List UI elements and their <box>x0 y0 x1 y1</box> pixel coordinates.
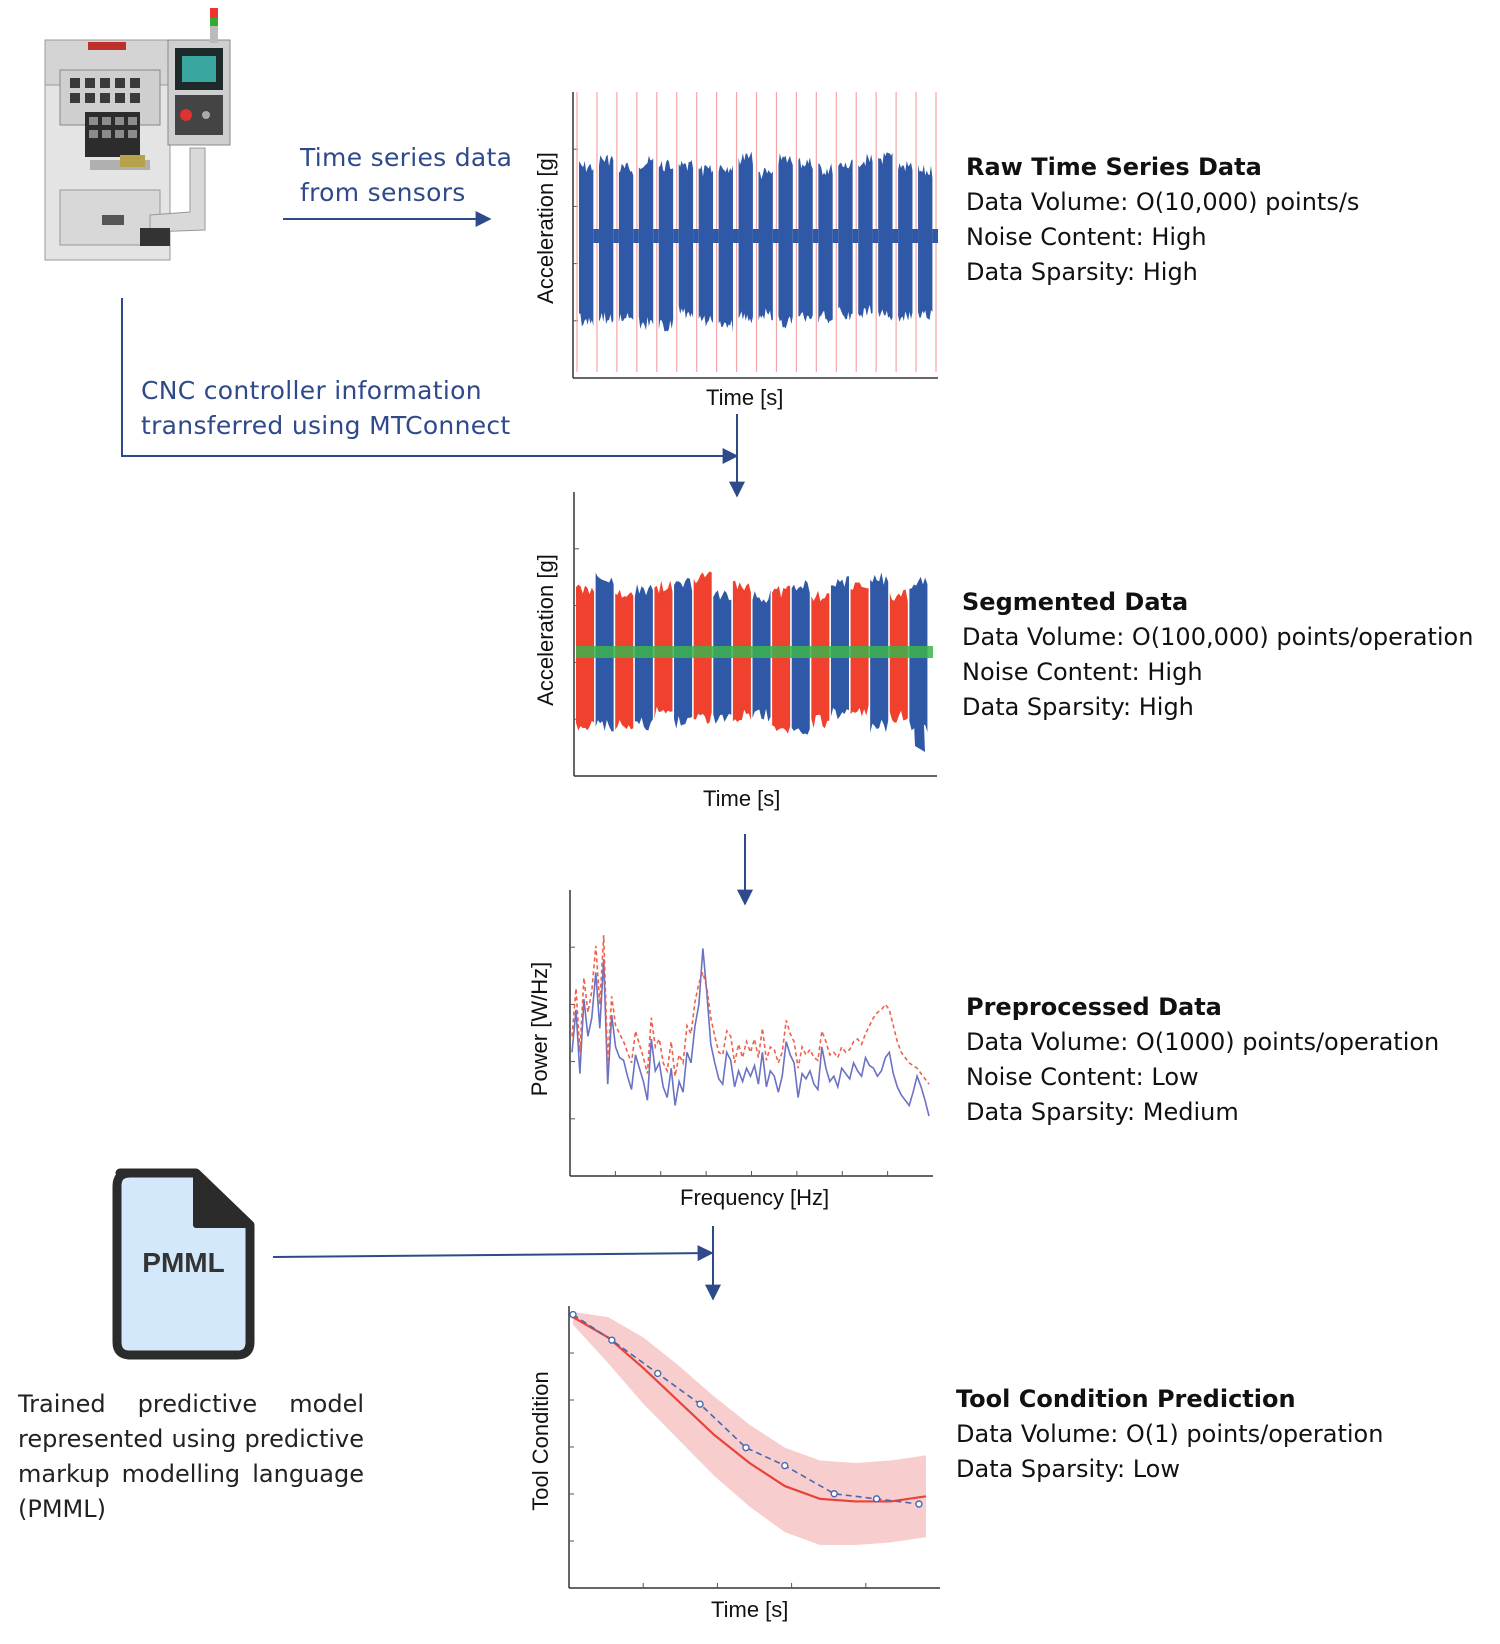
signal-burst <box>758 167 773 321</box>
signal-baseline <box>752 229 759 243</box>
segmented-data-title: Segmented Data <box>962 588 1189 616</box>
signal-baseline <box>633 229 639 243</box>
preprocessed-data-volume: Data Volume: O(1000) points/operation <box>966 1028 1440 1056</box>
spectrum-solid-line <box>571 948 930 1117</box>
observed-point <box>654 1369 662 1378</box>
preprocessed-data-title: Preprocessed Data <box>966 993 1222 1021</box>
signal-baseline <box>593 229 599 243</box>
signal-burst <box>838 159 853 321</box>
signal-baseline <box>772 229 779 243</box>
signal-burst <box>878 152 893 321</box>
segment-baseline <box>576 646 933 658</box>
signal-baseline <box>613 229 619 243</box>
prediction-volume: Data Volume: O(1) points/operation <box>956 1420 1384 1448</box>
signal-baseline <box>912 229 919 243</box>
signal-baseline <box>732 229 739 243</box>
signal-burst <box>798 157 813 322</box>
pmml-icon-label: PMML <box>142 1247 225 1278</box>
segmented-data-volume: Data Volume: O(100,000) points/operation <box>962 623 1474 651</box>
signal-burst <box>698 164 714 327</box>
observed-point <box>742 1443 750 1452</box>
signal-baseline <box>852 229 859 243</box>
segmented-data-info: Segmented Data Data Volume: O(100,000) p… <box>962 585 1473 725</box>
mtconnect-label-line-2: transferred using MTConnect <box>141 411 511 440</box>
signal-burst <box>658 159 674 332</box>
mtconnect-label: CNC controller information transferred u… <box>141 373 511 443</box>
observed-point <box>696 1400 704 1408</box>
segment-red <box>772 585 791 734</box>
chart4-xlabel: Time [s] <box>711 1597 789 1622</box>
observed-point <box>872 1495 881 1503</box>
spectrum-dashed-line <box>571 935 930 1085</box>
signal-burst <box>778 152 793 329</box>
sensors-label-line-1: Time series data <box>300 143 513 172</box>
prediction-info: Tool Condition Prediction Data Volume: O… <box>956 1382 1383 1487</box>
observed-point <box>569 1310 577 1319</box>
signal-baseline <box>713 229 719 243</box>
signal-burst <box>678 159 694 319</box>
segmented-data-sparsity: Data Sparsity: High <box>962 693 1194 721</box>
prediction-line <box>572 1316 927 1503</box>
signal-baseline <box>892 229 899 243</box>
chart2-xlabel: Time [s] <box>703 786 781 811</box>
signal-baseline <box>832 229 839 243</box>
signal-baseline <box>812 229 819 243</box>
sensors-label-line-2: from sensors <box>300 178 466 207</box>
preprocessed-data-info: Preprocessed Data Data Volume: O(1000) p… <box>966 990 1439 1130</box>
preprocessed-data-sparsity: Data Sparsity: Medium <box>966 1098 1239 1126</box>
signal-baseline <box>653 229 659 243</box>
signal-burst <box>818 163 833 324</box>
signal-baseline <box>872 229 879 243</box>
segment-red <box>811 590 830 729</box>
segment-red <box>615 589 634 730</box>
mtconnect-label-line-1: CNC controller information <box>141 376 482 405</box>
confidence-band <box>573 1312 926 1545</box>
signal-baseline <box>792 229 799 243</box>
raw-data-title: Raw Time Series Data <box>966 153 1262 181</box>
observed-point <box>830 1490 838 1498</box>
sensors-label: Time series data from sensors <box>300 140 512 210</box>
observed-point <box>915 1500 923 1508</box>
signal-burst <box>618 162 634 323</box>
prediction-sparsity: Data Sparsity: Low <box>956 1455 1180 1483</box>
signal-baseline <box>932 229 938 243</box>
signal-burst <box>579 160 594 327</box>
chart1-xlabel: Time [s] <box>706 385 784 410</box>
raw-data-noise: Noise Content: High <box>966 223 1207 251</box>
raw-data-sparsity: Data Sparsity: High <box>966 258 1198 286</box>
segment-tail <box>913 700 925 752</box>
signal-burst <box>858 153 873 318</box>
signal-burst <box>718 164 733 333</box>
raw-data-volume: Data Volume: O(10,000) points/s <box>966 188 1360 216</box>
signal-burst <box>598 154 614 324</box>
signal-burst <box>918 164 933 320</box>
signal-baseline <box>673 229 679 243</box>
observed-point <box>781 1461 789 1470</box>
signal-baseline <box>693 229 699 243</box>
chart3-xlabel: Frequency [Hz] <box>680 1185 830 1210</box>
signal-burst <box>898 160 913 323</box>
observed-point <box>608 1336 616 1344</box>
pmml-arrow <box>272 1245 714 1262</box>
mtconnect-arrow <box>121 298 739 464</box>
observed-line <box>572 1313 920 1505</box>
signal-burst <box>738 151 753 324</box>
raw-data-info: Raw Time Series Data Data Volume: O(10,0… <box>966 150 1359 290</box>
segmented-data-noise: Noise Content: High <box>962 658 1203 686</box>
preprocessed-data-noise: Noise Content: Low <box>966 1063 1199 1091</box>
signal-burst <box>638 155 654 331</box>
pmml-description: Trained predictive model represented usi… <box>18 1390 364 1523</box>
prediction-title: Tool Condition Prediction <box>956 1385 1296 1413</box>
